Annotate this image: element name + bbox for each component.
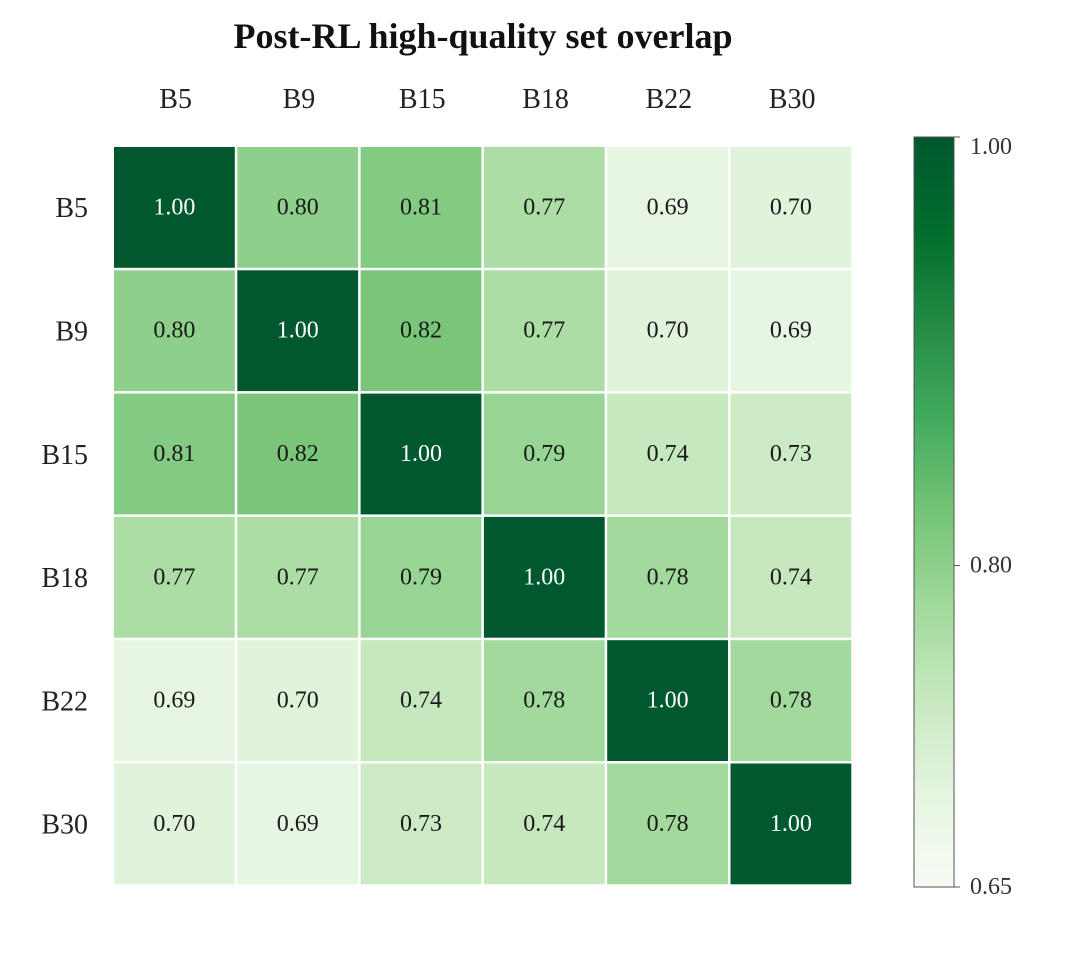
x-tick-label: B18 <box>522 84 569 115</box>
heatmap-cell <box>360 763 482 885</box>
cell-value-label: 0.79 <box>523 441 565 467</box>
cell-value-label: 0.69 <box>153 688 195 714</box>
cell-value-label: 0.70 <box>277 688 319 714</box>
heatmap-cell <box>237 393 359 515</box>
heatmap-cell <box>114 147 235 268</box>
cell-value-label: 1.00 <box>400 441 442 467</box>
heatmap-cell <box>607 763 728 885</box>
cell-value-label: 0.70 <box>153 811 195 837</box>
cell-value-label: 1.00 <box>647 688 689 714</box>
cell-value-label: 0.82 <box>277 441 319 467</box>
heatmap-cell <box>607 640 728 761</box>
heatmap-cell <box>483 763 605 885</box>
y-tick-label: B15 <box>41 440 88 471</box>
cell-value-label: 1.00 <box>523 564 565 590</box>
heatmap-cell <box>483 270 605 392</box>
heatmap-cell <box>237 516 359 638</box>
heatmap-cell <box>237 147 359 268</box>
cell-value-label: 0.82 <box>400 318 442 344</box>
heatmap-cell <box>607 516 728 638</box>
heatmap-cell <box>730 763 852 885</box>
heatmap-cell <box>360 270 482 392</box>
colorbar-tick-label: 1.00 <box>970 134 1012 160</box>
cell-value-label: 0.69 <box>277 811 319 837</box>
x-tick-label: B5 <box>159 84 192 115</box>
cell-value-label: 0.79 <box>400 564 442 590</box>
heatmap-cell <box>730 147 852 268</box>
cell-value-label: 0.73 <box>400 811 442 837</box>
cell-value-label: 1.00 <box>153 194 195 220</box>
heatmap-cell <box>360 147 482 268</box>
colorbar: 0.65 0.80 1.00 <box>913 134 1012 900</box>
heatmap-cell <box>237 640 359 761</box>
cell-value-label: 0.69 <box>647 194 689 220</box>
cell-value-label: 0.77 <box>523 318 565 344</box>
cell-value-label: 0.69 <box>770 318 812 344</box>
cell-value-label: 0.74 <box>770 564 812 590</box>
row-labels: B5 B9 B15 B18 B22 B30 <box>41 193 88 841</box>
heatmap-cell <box>114 270 235 392</box>
heatmap-cell <box>730 270 852 392</box>
heatmap-cell <box>607 393 728 515</box>
column-labels: B5 B9 B15 B18 B22 B30 <box>159 84 815 115</box>
cell-value-label: 0.78 <box>770 688 812 714</box>
x-tick-label: B15 <box>399 84 446 115</box>
heatmap-cell <box>483 393 605 515</box>
heatmap-cell <box>237 270 359 392</box>
heatmap-cell <box>607 270 728 392</box>
cell-value-label: 0.74 <box>523 811 565 837</box>
cell-value-label: 1.00 <box>277 318 319 344</box>
heatmap-cell <box>114 516 235 638</box>
cell-value-label: 0.70 <box>647 318 689 344</box>
heatmap-cell <box>730 393 852 515</box>
cell-value-label: 0.78 <box>647 564 689 590</box>
cell-value-label: 0.74 <box>647 441 689 467</box>
heatmap-cell <box>114 763 235 885</box>
cell-value-label: 0.77 <box>523 194 565 220</box>
heatmap-cell <box>360 516 482 638</box>
cell-value-label: 0.80 <box>277 194 319 220</box>
y-tick-label: B30 <box>41 810 88 841</box>
heatmap-cell <box>607 147 728 268</box>
cell-value-label: 0.77 <box>277 564 319 590</box>
heatmap-cell <box>483 147 605 268</box>
cell-value-label: 0.77 <box>153 564 195 590</box>
colorbar-tick-label: 0.80 <box>970 553 1012 579</box>
heatmap-cell <box>730 516 852 638</box>
heatmap-cell <box>114 393 235 515</box>
heatmap-cell <box>483 640 605 761</box>
cell-value-label: 0.78 <box>523 688 565 714</box>
heatmap-cell <box>730 640 852 761</box>
cell-value-label: 1.00 <box>770 811 812 837</box>
cell-value-label: 0.81 <box>153 441 195 467</box>
y-tick-label: B5 <box>55 193 88 224</box>
cell-value-label: 0.81 <box>400 194 442 220</box>
heatmap-cell <box>483 516 605 638</box>
cell-value-label: 0.73 <box>770 441 812 467</box>
cell-value-label: 0.80 <box>153 318 195 344</box>
heatmap-cells: 1.00 0.80 0.81 0.77 0.69 0.70 0.80 1.00 0.82 0.77… <box>114 147 852 885</box>
colorbar-tick-label: 0.65 <box>970 874 1012 900</box>
cell-value-label: 0.70 <box>770 194 812 220</box>
x-tick-label: B9 <box>283 84 316 115</box>
x-tick-label: B30 <box>769 84 816 115</box>
x-tick-label: B22 <box>646 84 693 115</box>
y-tick-label: B18 <box>41 563 88 594</box>
chart-title: Post-RL high-quality set overlap <box>233 16 732 56</box>
cell-value-label: 0.74 <box>400 688 442 714</box>
heatmap-cell <box>114 640 235 761</box>
colorbar-gradient <box>913 136 955 888</box>
cell-value-label: 0.78 <box>647 811 689 837</box>
y-tick-label: B22 <box>41 686 88 717</box>
heatmap-cell <box>237 763 359 885</box>
heatmap-cell <box>360 640 482 761</box>
y-tick-label: B9 <box>55 316 88 347</box>
heatmap-cell <box>360 393 482 515</box>
